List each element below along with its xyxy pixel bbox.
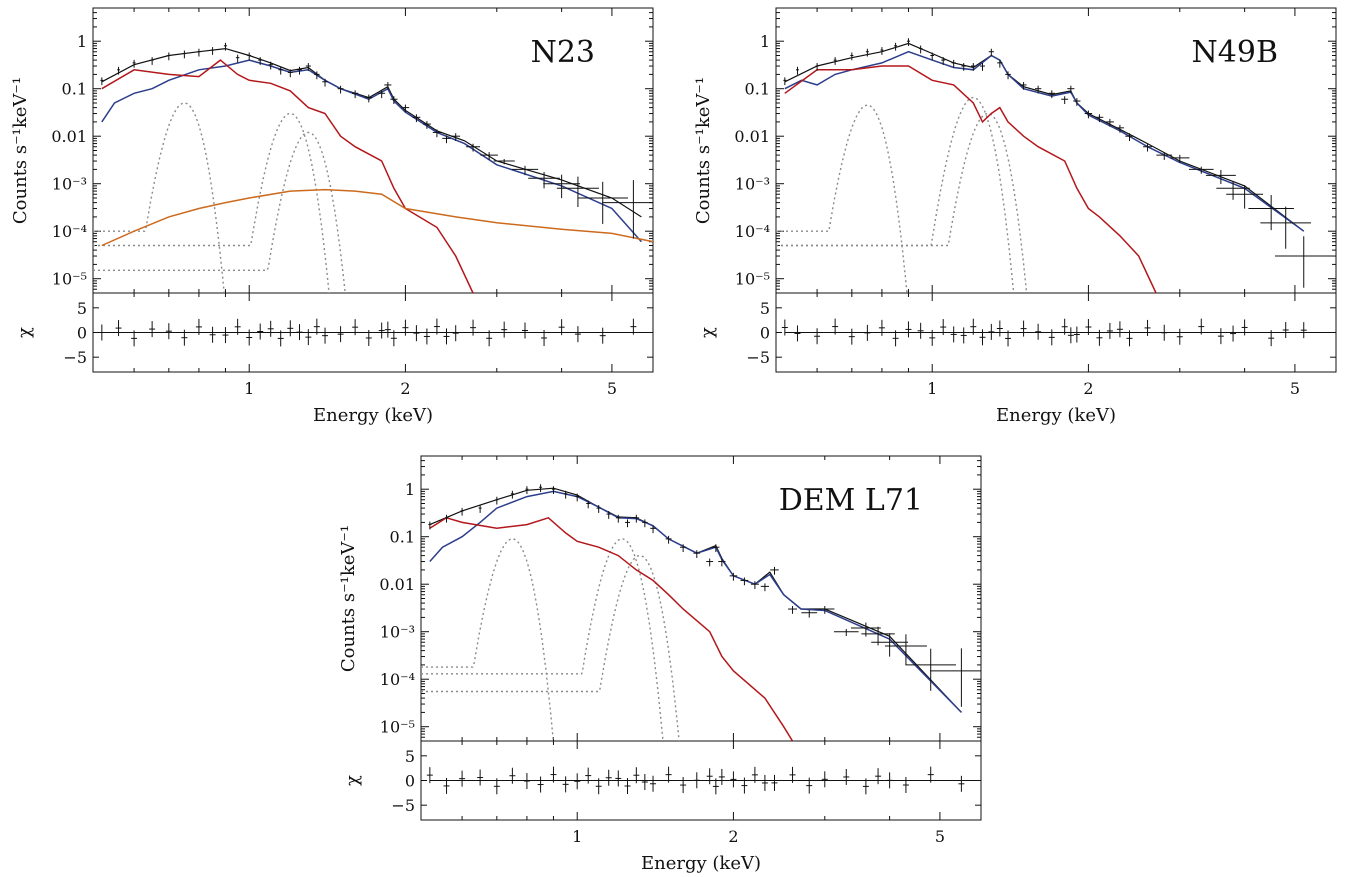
gaussian-line-curve <box>776 104 908 293</box>
gaussian-line-curve <box>421 538 554 741</box>
panel-title: N23 <box>531 35 595 70</box>
spectrum-plot-area <box>776 38 1333 293</box>
y-tick-label: 10⁻⁵ <box>52 270 87 289</box>
orange-component-curve <box>101 188 653 247</box>
y-tick-label: 10⁻³ <box>735 175 770 194</box>
residual-tick-label: 5 <box>405 747 415 766</box>
blue-component-curve <box>429 490 962 713</box>
residual-axis-title: χ <box>697 327 718 338</box>
residual-axis-title: χ <box>342 775 363 786</box>
y-tick-label: 0.01 <box>734 127 770 146</box>
x-tick-label: 5 <box>935 827 945 846</box>
gaussian-line-curve <box>93 131 346 293</box>
residual-tick-label: −5 <box>63 348 87 367</box>
gaussian-line-curve <box>93 112 330 293</box>
residual-tick-label: −5 <box>746 348 770 367</box>
gaussian-line-curve <box>421 554 680 741</box>
spectrum-chart-n23: 1 2 5 1 0.1 0.01 10⁻³ 10⁻⁴ 10⁻⁵ 5 0 −5 Energy (keV) C… <box>10 7 654 426</box>
red-component-curve <box>429 516 794 741</box>
y-tick-label: 10⁻³ <box>380 623 415 642</box>
residual-tick-label: 5 <box>77 299 87 318</box>
x-tick-label: 1 <box>927 379 937 398</box>
gaussian-line-curve <box>93 102 225 293</box>
x-tick-label: 5 <box>1290 379 1300 398</box>
spectrum-plot-area <box>421 484 981 741</box>
y-tick-label: 1 <box>760 32 770 51</box>
y-tick-label: 0.1 <box>390 528 415 547</box>
gaussian-line-curve <box>421 538 664 741</box>
panel-title: N49B <box>1192 35 1278 70</box>
residual-plot-area <box>426 766 981 795</box>
total-model-curve <box>784 42 1305 232</box>
blue-component-curve <box>784 50 1305 232</box>
red-component-curve <box>784 65 1157 293</box>
spectrum-panel-dem-l71: 1 2 5 1 0.1 0.01 10⁻³ 10⁻⁴ 10⁻⁵ 5 0 −5 Energy (keV) C… <box>328 448 993 874</box>
x-axis-title: Energy (keV) <box>313 405 433 426</box>
y-tick-label: 10⁻⁵ <box>380 718 415 737</box>
x-tick-label: 1 <box>244 379 254 398</box>
y-tick-label: 0.01 <box>379 575 415 594</box>
residual-tick-label: 0 <box>77 324 87 343</box>
spectrum-plot-area <box>93 42 653 293</box>
spectrum-panel-n23: 1 2 5 1 0.1 0.01 10⁻³ 10⁻⁴ 10⁻⁵ 5 0 −5 Energy (keV) C… <box>0 0 665 430</box>
gaussian-line-curve <box>776 96 1015 293</box>
residual-tick-label: 0 <box>760 324 770 343</box>
residual-plot-area <box>781 318 1336 347</box>
y-tick-label: 10⁻⁵ <box>735 270 770 289</box>
residual-tick-label: 0 <box>405 772 415 791</box>
y-axis-title: Counts s⁻¹keV⁻¹ <box>338 525 359 672</box>
gaussian-line-curve <box>776 112 1028 293</box>
y-tick-label: 10⁻⁴ <box>380 670 415 689</box>
blue-component-curve <box>101 59 642 243</box>
y-axis-title: Counts s⁻¹keV⁻¹ <box>10 77 31 224</box>
x-tick-label: 2 <box>728 827 738 846</box>
y-tick-label: 0.1 <box>745 80 770 99</box>
y-tick-label: 10⁻⁴ <box>735 222 770 241</box>
residual-tick-label: −5 <box>391 796 415 815</box>
spectrum-panel-n49b: 1 2 5 1 0.1 0.01 10⁻³ 10⁻⁴ 10⁻⁵ 5 0 −5 Energy (keV) C… <box>683 0 1348 430</box>
x-tick-label: 2 <box>1083 379 1093 398</box>
red-component-curve <box>101 59 474 293</box>
panel-title: DEM L71 <box>779 483 923 518</box>
x-axis-title: Energy (keV) <box>641 853 761 873</box>
x-tick-label: 1 <box>572 827 582 846</box>
residual-tick-label: 5 <box>760 299 770 318</box>
residual-axis-title: χ <box>14 327 35 338</box>
y-axis-title: Counts s⁻¹keV⁻¹ <box>693 77 714 224</box>
y-tick-label: 1 <box>77 32 87 51</box>
y-tick-label: 10⁻³ <box>52 175 87 194</box>
total-model-curve <box>101 47 642 218</box>
x-axis-title: Energy (keV) <box>996 405 1116 426</box>
total-model-curve <box>429 487 962 713</box>
spectrum-chart-dem-l71: 1 2 5 1 0.1 0.01 10⁻³ 10⁻⁴ 10⁻⁵ 5 0 −5 Energy (keV) C… <box>338 455 982 874</box>
y-tick-label: 10⁻⁴ <box>52 222 87 241</box>
y-tick-label: 1 <box>405 480 415 499</box>
x-tick-label: 2 <box>400 379 410 398</box>
residual-plot-area <box>98 318 653 347</box>
y-tick-label: 0.01 <box>51 127 87 146</box>
x-tick-label: 5 <box>607 379 617 398</box>
y-tick-label: 0.1 <box>62 80 87 99</box>
spectrum-chart-n49b: 1 2 5 1 0.1 0.01 10⁻³ 10⁻⁴ 10⁻⁵ 5 0 −5 Energy (keV) C… <box>693 7 1337 426</box>
